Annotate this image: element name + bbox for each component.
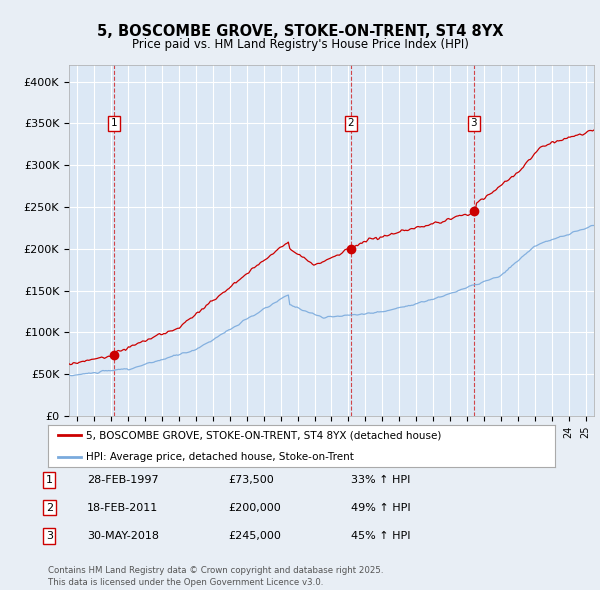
Text: 2: 2 <box>46 503 53 513</box>
Text: Contains HM Land Registry data © Crown copyright and database right 2025.
This d: Contains HM Land Registry data © Crown c… <box>48 566 383 587</box>
Text: 5, BOSCOMBE GROVE, STOKE-ON-TRENT, ST4 8YX (detached house): 5, BOSCOMBE GROVE, STOKE-ON-TRENT, ST4 8… <box>86 431 442 440</box>
Text: 1: 1 <box>110 119 117 129</box>
Text: £73,500: £73,500 <box>228 475 274 485</box>
Text: 5, BOSCOMBE GROVE, STOKE-ON-TRENT, ST4 8YX: 5, BOSCOMBE GROVE, STOKE-ON-TRENT, ST4 8… <box>97 24 503 38</box>
Text: 28-FEB-1997: 28-FEB-1997 <box>87 475 158 485</box>
Text: 1: 1 <box>46 475 53 485</box>
Text: 3: 3 <box>46 531 53 541</box>
Text: 18-FEB-2011: 18-FEB-2011 <box>87 503 158 513</box>
Text: £200,000: £200,000 <box>228 503 281 513</box>
Text: 45% ↑ HPI: 45% ↑ HPI <box>351 531 410 541</box>
Text: 2: 2 <box>347 119 354 129</box>
Text: £245,000: £245,000 <box>228 531 281 541</box>
Text: Price paid vs. HM Land Registry's House Price Index (HPI): Price paid vs. HM Land Registry's House … <box>131 38 469 51</box>
Text: 33% ↑ HPI: 33% ↑ HPI <box>351 475 410 485</box>
Text: 3: 3 <box>470 119 477 129</box>
Text: HPI: Average price, detached house, Stoke-on-Trent: HPI: Average price, detached house, Stok… <box>86 452 354 461</box>
Text: 30-MAY-2018: 30-MAY-2018 <box>87 531 159 541</box>
Text: 49% ↑ HPI: 49% ↑ HPI <box>351 503 410 513</box>
